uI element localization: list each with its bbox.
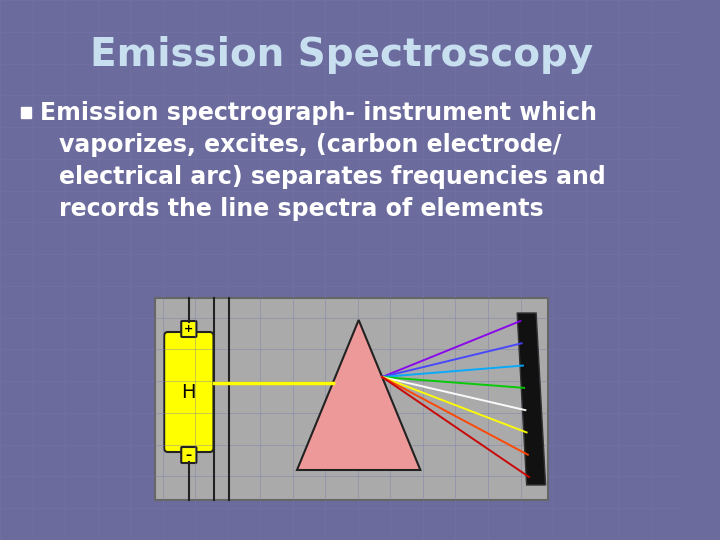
- Text: Emission Spectroscopy: Emission Spectroscopy: [90, 36, 593, 74]
- FancyBboxPatch shape: [164, 332, 214, 452]
- Text: H: H: [181, 382, 196, 402]
- Polygon shape: [297, 320, 420, 470]
- Text: records the line spectra of elements: records the line spectra of elements: [59, 197, 544, 221]
- Bar: [155, 298, 549, 500]
- FancyBboxPatch shape: [181, 447, 197, 463]
- FancyBboxPatch shape: [181, 321, 197, 337]
- Text: electrical arc) separates frequencies and: electrical arc) separates frequencies an…: [59, 165, 606, 189]
- Polygon shape: [517, 313, 546, 485]
- Text: Emission spectrograph- instrument which: Emission spectrograph- instrument which: [40, 101, 597, 125]
- Bar: [21, 107, 31, 118]
- Text: –: –: [186, 449, 192, 462]
- Text: +: +: [184, 324, 194, 334]
- Text: vaporizes, excites, (carbon electrode/: vaporizes, excites, (carbon electrode/: [59, 133, 561, 157]
